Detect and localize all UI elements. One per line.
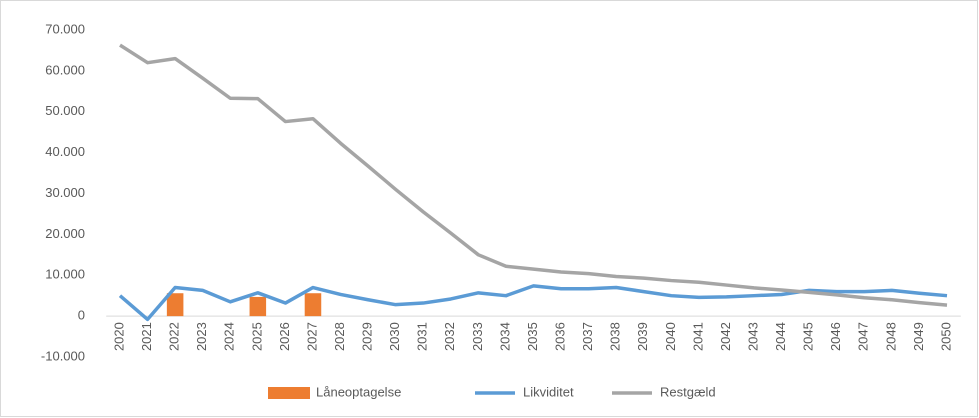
legend-label: Restgæld [660,384,716,399]
x-tick-label: 2026 [277,322,292,351]
x-tick-label: 2039 [635,322,650,351]
line [119,43,948,307]
x-tick-label: 2024 [222,322,237,351]
x-tick-label: 2023 [194,322,209,351]
x-tick-label: 2046 [828,322,843,351]
y-tick-label: 60.000 [45,62,85,77]
line [118,284,948,322]
x-tick-label: 2025 [249,322,264,351]
legend-label: Låneoptagelse [316,384,401,399]
y-tick-label: -10.000 [41,348,85,363]
bar [249,296,267,317]
x-tick-label: 2047 [856,322,871,351]
x-tick-label: 2031 [415,322,430,351]
x-tick-label: 2042 [718,322,733,351]
x-tick-label: 2040 [663,322,678,351]
x-tick-label: 2027 [304,322,319,351]
x-tick-label: 2045 [801,322,816,351]
x-tick-label: 2022 [167,322,182,351]
x-tick-label: 2041 [690,322,705,351]
x-tick-label: 2020 [111,322,126,351]
y-tick-label: 50.000 [45,103,85,118]
x-tick-label: 2038 [608,322,623,351]
y-tick-label: 20.000 [45,226,85,241]
y-tick-label: 40.000 [45,144,85,159]
x-tick-label: 2028 [332,322,347,351]
x-tick-label: 2030 [387,322,402,351]
x-tick-label: 2036 [553,322,568,351]
x-tick-label: 2032 [442,322,457,351]
x-tick-label: 2035 [525,322,540,351]
y-tick-label: 30.000 [45,185,85,200]
legend-swatch [268,387,310,399]
y-tick-label: 70.000 [45,21,85,36]
x-tick-label: 2034 [497,322,512,351]
y-tick-label: 0 [78,308,85,323]
x-tick-label: 2037 [580,322,595,351]
x-tick-label: 2044 [773,322,788,351]
x-tick-label: 2043 [745,322,760,351]
legend-label: Likviditet [523,384,574,399]
bar [304,293,322,317]
bar [166,293,184,317]
x-tick-label: 2049 [911,322,926,351]
y-tick-label: 10.000 [45,267,85,282]
x-tick-label: 2048 [883,322,898,351]
x-tick-label: 2033 [470,322,485,351]
x-tick-label: 2050 [938,322,953,351]
x-tick-label: 2021 [139,322,154,351]
x-tick-label: 2029 [360,322,375,351]
